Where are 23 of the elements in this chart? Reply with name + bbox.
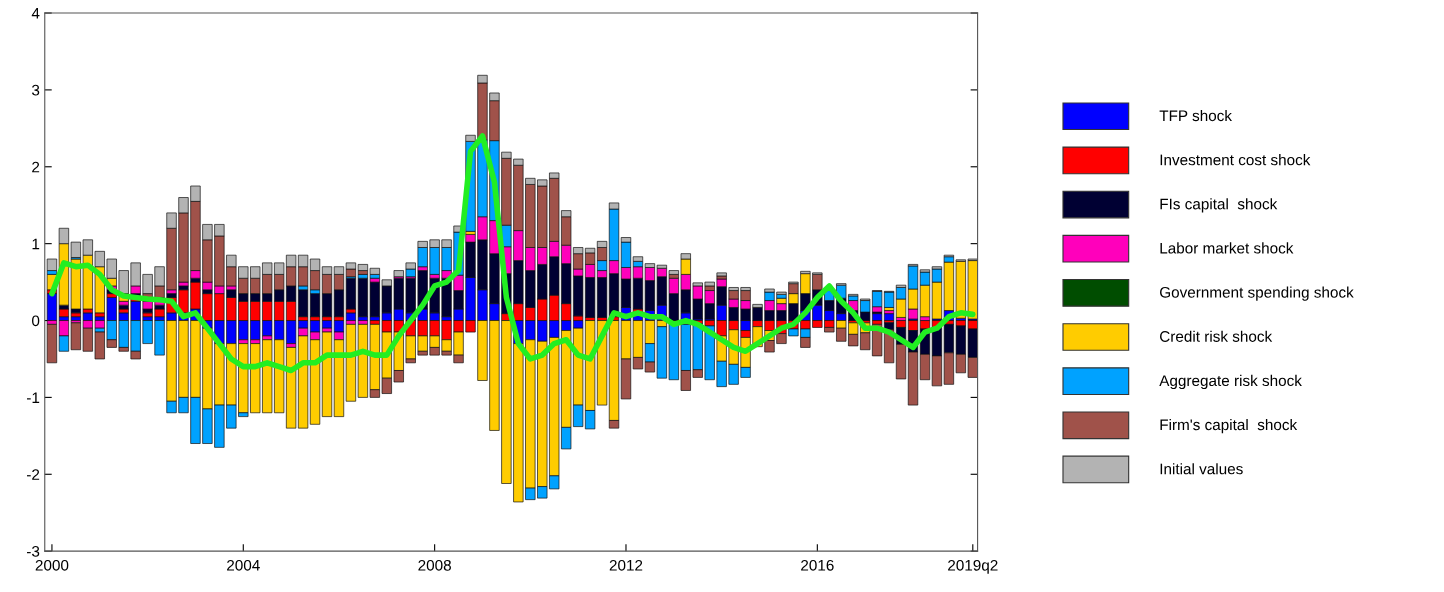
y-tick-label: -1 bbox=[27, 392, 40, 403]
legend-label: Aggregate risk shock bbox=[1159, 374, 1302, 390]
legend-label: Initial values bbox=[1160, 463, 1243, 475]
legend-label: FIs capital shock bbox=[1160, 198, 1278, 213]
y-tick-label: 4 bbox=[31, 8, 40, 19]
legend-label: Government spending shock bbox=[1160, 286, 1354, 301]
legend-label: Investment cost shock bbox=[1160, 154, 1311, 166]
legend-label: Credit risk shock bbox=[1160, 330, 1273, 342]
y-tick-label: 1 bbox=[32, 238, 40, 250]
x-tick-label: 2000 bbox=[35, 559, 69, 571]
y-tick-label: 0 bbox=[32, 315, 40, 327]
y-tick-label: -3 bbox=[27, 546, 40, 557]
x-tick-label: 2004 bbox=[227, 559, 260, 571]
x-tick-label: 2012 bbox=[609, 559, 643, 571]
y-tick-label: 3 bbox=[31, 84, 40, 96]
x-tick-label: 2008 bbox=[418, 559, 451, 571]
legend-label: Firm's capital shock bbox=[1160, 418, 1298, 434]
y-tick-label: -2 bbox=[27, 469, 40, 480]
y-tick-label: 2 bbox=[32, 161, 40, 173]
legend-label: TFP shock bbox=[1159, 109, 1232, 122]
legend-label: Labor market shock bbox=[1160, 242, 1294, 254]
x-tick-label: 2016 bbox=[801, 559, 834, 571]
x-tick-label: 2019q2 bbox=[948, 559, 998, 574]
